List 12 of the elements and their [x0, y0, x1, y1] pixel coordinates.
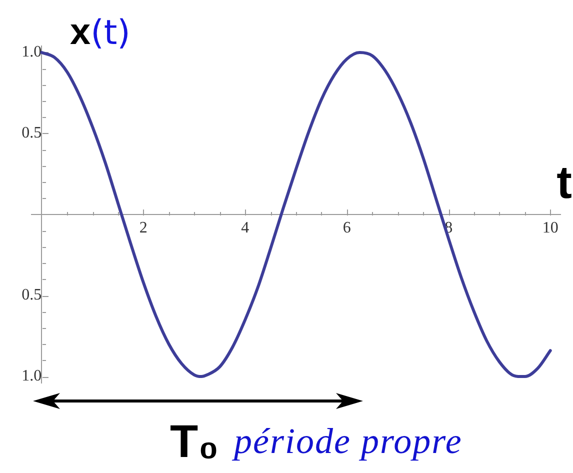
x-tick-label: 10: [542, 219, 558, 236]
x-tick-label: 6: [342, 219, 351, 236]
x-axis-title: t: [556, 155, 572, 209]
y-axis-title: x(t): [70, 11, 130, 53]
y-tick-label: 1.0: [22, 44, 42, 61]
y-tick-label: 0.5: [22, 286, 42, 304]
text: T₀: [170, 414, 219, 468]
y-tick-label: 1.0: [22, 368, 42, 385]
x-tick-label: 2: [139, 219, 148, 236]
text: période propre: [234, 420, 462, 462]
y-tick-label: 0.5: [22, 124, 42, 142]
x-tick-label: 4: [241, 219, 250, 236]
